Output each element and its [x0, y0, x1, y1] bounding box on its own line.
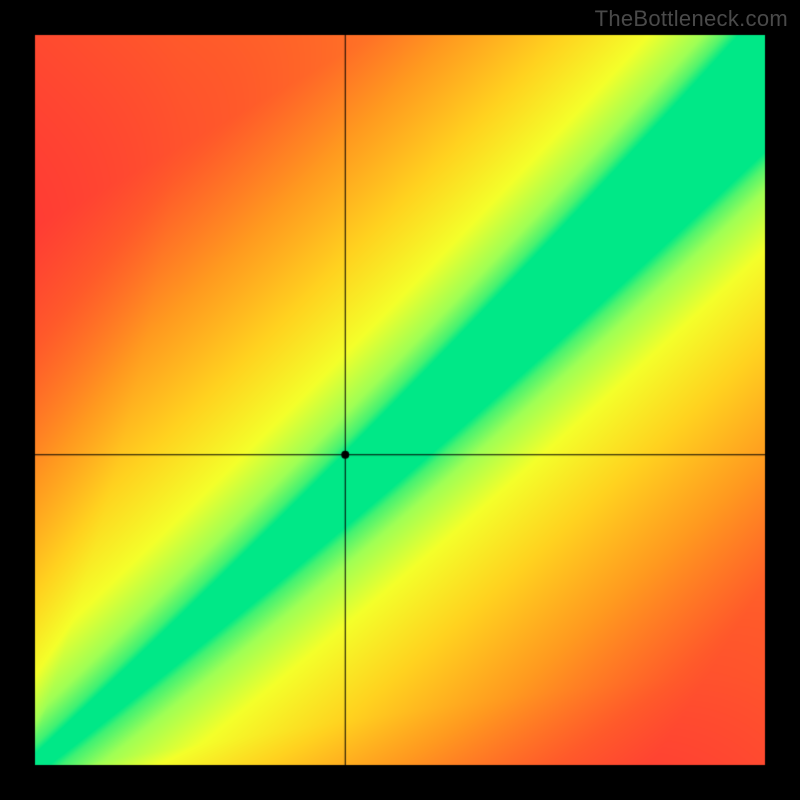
bottleneck-heatmap [0, 0, 800, 800]
chart-container: TheBottleneck.com [0, 0, 800, 800]
watermark-label: TheBottleneck.com [595, 6, 788, 32]
